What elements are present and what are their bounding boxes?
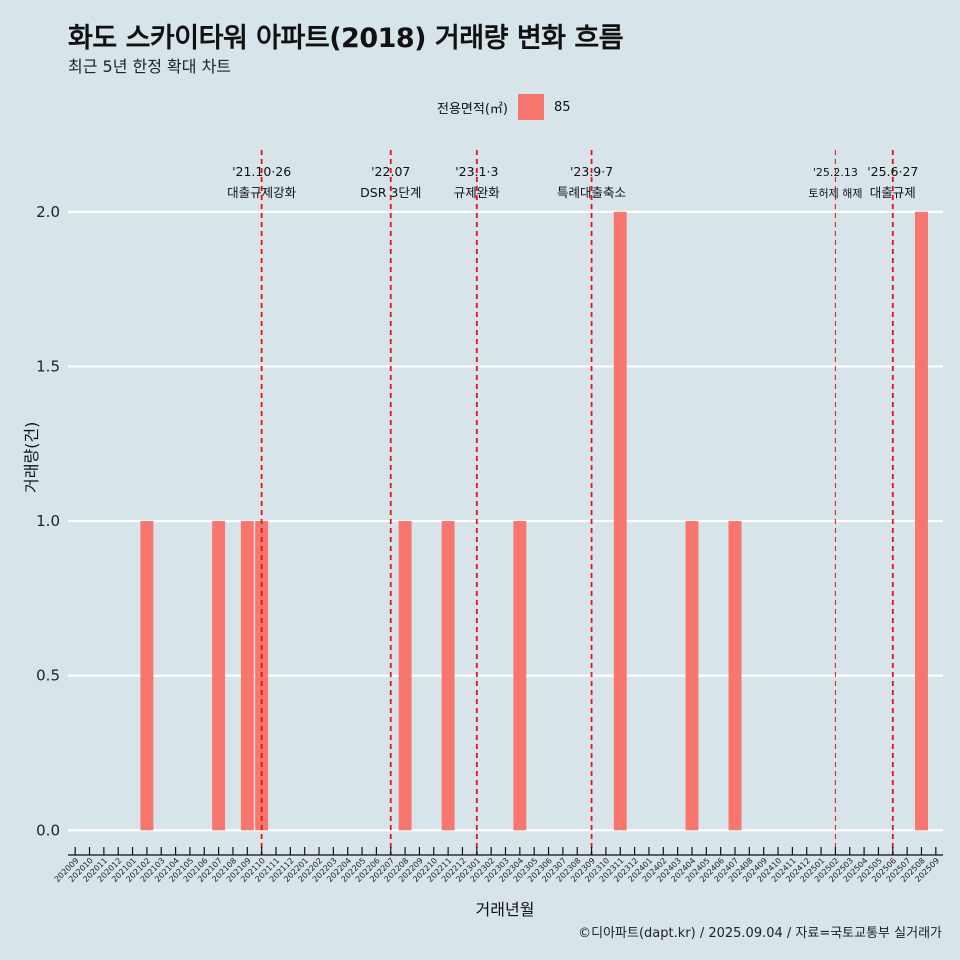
bar-202508 — [915, 211, 928, 831]
legend-title: 전용면적(㎡) — [437, 101, 508, 117]
event-label: 토허제 해제 — [808, 186, 862, 200]
event-date: '21.10·26 — [232, 164, 291, 179]
legend-label: 85 — [553, 99, 571, 115]
event-date: '25.2.13 — [813, 166, 858, 179]
x-axis: 2020092020102020112020122021012021022021… — [53, 847, 943, 884]
event-lines — [260, 150, 894, 855]
bar-202311 — [613, 211, 627, 831]
legend: 전용면적(㎡) 85 — [437, 94, 571, 120]
legend-swatch — [517, 94, 544, 120]
bar-202107 — [212, 521, 226, 831]
y-tick-label: 2.0 — [36, 203, 60, 221]
y-axis-title: 거래량(건) — [22, 421, 41, 493]
bar-202208 — [398, 521, 412, 831]
event-label: 규제완화 — [454, 185, 501, 200]
y-tick-label: 1.0 — [36, 512, 60, 530]
bar-202211 — [441, 521, 455, 831]
event-label: DSR 3단계 — [360, 185, 421, 200]
event-label: 대출규제 — [870, 185, 916, 200]
source-caption: ©디아파트(dapt.kr) / 2025.09.04 / 자료=국토교통부 실… — [578, 926, 942, 941]
x-axis-title: 거래년월 — [475, 900, 535, 919]
event-date: '23.1·3 — [455, 164, 498, 179]
y-tick-label: 0.5 — [36, 667, 60, 685]
y-axis: 0.0 0.5 1.0 1.5 2.0 — [36, 203, 60, 839]
y-tick-label: 0.0 — [36, 821, 60, 839]
event-label: 특례대출축소 — [557, 185, 626, 200]
bar-202102 — [140, 521, 154, 831]
y-tick-label: 1.5 — [36, 357, 60, 375]
y-gridlines — [68, 210, 943, 832]
bars — [140, 211, 928, 831]
bar-202407 — [728, 521, 742, 831]
bar-202304 — [513, 521, 527, 831]
event-annotations: '21.10·26 대출규제강화 '22.07 DSR 3단계 '23.1·3 규제완화 '… — [227, 164, 918, 200]
event-date: '22.07 — [371, 164, 410, 179]
bar-202109 — [240, 521, 254, 831]
event-date: '25.6·27 — [867, 164, 918, 179]
event-date: '23.9·7 — [570, 164, 613, 179]
bar-202404 — [685, 521, 699, 831]
chart-subtitle: 최근 5년 한정 확대 차트 — [68, 57, 232, 76]
event-label: 대출규제강화 — [227, 185, 297, 200]
chart-title: 화도 스카이타워 아파트(2018) 거래량 변화 흐름 — [68, 23, 624, 54]
